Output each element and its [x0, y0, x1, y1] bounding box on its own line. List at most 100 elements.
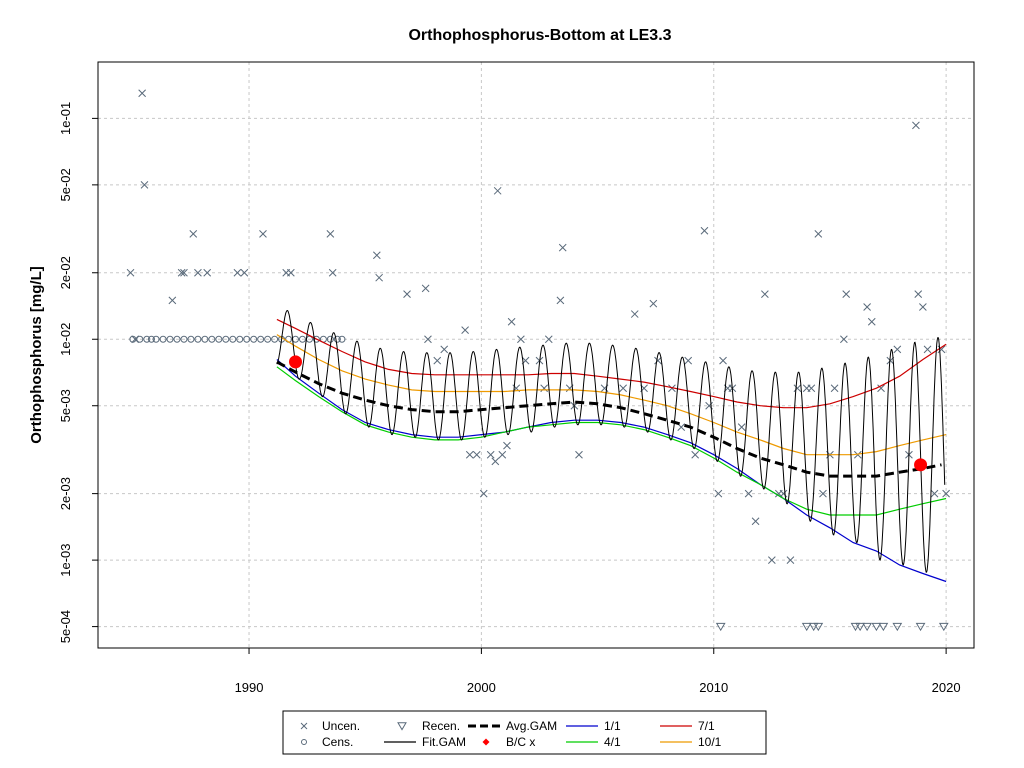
uncensored-point [744, 489, 753, 498]
uncensored-point [814, 230, 823, 238]
uncensored-point [819, 489, 827, 498]
uncensored-point [403, 290, 411, 299]
uncensored-point [440, 345, 449, 354]
y-tick-label: 1e-02 [58, 323, 73, 356]
uncensored-point [649, 299, 658, 308]
y-axis: 1e-01 5e-02 2e-02 1e-02 5e-03 2e-03 1e-03 5e-04 [58, 102, 98, 643]
legend: Uncen. Cens. Recen. Fit.GAM Avg.GAM B/C x 1/1 4… [282, 710, 767, 755]
censored-point [243, 335, 251, 343]
uncensored-point [287, 268, 295, 277]
bc-point [914, 458, 928, 472]
censored-point [208, 335, 216, 343]
legend-item-10-1: 10/1 [660, 735, 722, 749]
uncensored-point [793, 384, 802, 393]
recensored-point [808, 622, 819, 632]
uncensored-point [433, 356, 442, 365]
legend-item-b-c-x: B/C x [482, 735, 535, 749]
line-layer [276, 309, 947, 583]
recensored-point [813, 622, 824, 632]
censored-point [229, 335, 237, 343]
legend-symbol-bc [482, 738, 490, 746]
uncensored-point [853, 450, 862, 459]
uncensored-point [138, 89, 147, 98]
censored-point [326, 335, 334, 343]
uncensored-point [540, 384, 548, 393]
uncensored-point [326, 230, 335, 238]
series-line-1-1 [276, 359, 947, 583]
uncensored-point [461, 326, 469, 334]
uncensored-point [194, 268, 202, 277]
uncensored-point [923, 345, 932, 354]
legend-label: 1/1 [604, 719, 621, 733]
recensored-point [715, 622, 726, 632]
series-line-4-1 [276, 366, 947, 516]
censored-point [187, 335, 195, 343]
bc-point [289, 355, 303, 369]
legend-label: Recen. [422, 719, 460, 733]
uncensored-point [863, 303, 871, 311]
fit-gam-line [276, 309, 946, 573]
uncensored-point [700, 226, 709, 235]
uncensored-point [491, 457, 500, 466]
censored-point [166, 335, 174, 343]
legend-item-4-1: 4/1 [566, 735, 621, 749]
uncensored-point [893, 345, 902, 354]
uncensored-point [486, 450, 495, 459]
uncensored-point [177, 268, 186, 277]
recensored-point [871, 622, 882, 632]
recensored-point [855, 622, 866, 632]
uncensored-point [180, 268, 188, 277]
uncensored-point [942, 489, 950, 498]
censored-point [201, 335, 209, 343]
censored-point [250, 335, 258, 343]
legend-label: 7/1 [698, 719, 715, 733]
uncensored-point [914, 290, 923, 299]
uncensored-point [479, 489, 488, 498]
uncensored-point [619, 384, 627, 393]
x-tick-label: 2010 [699, 680, 728, 695]
uncensored-point [421, 284, 430, 293]
legend-label: Avg.GAM [506, 719, 557, 733]
grid [98, 62, 974, 648]
uncensored-point [867, 317, 876, 326]
y-tick-label: 2e-02 [58, 256, 73, 289]
uncensored-point [751, 517, 760, 526]
uncensored-point [259, 230, 267, 238]
recensored-point [862, 622, 872, 632]
uncensored-point [930, 489, 939, 498]
uncensored-point [737, 423, 746, 431]
uncensored-point [517, 335, 525, 344]
uncensored-point [807, 384, 816, 393]
legend-item-fit-gam: Fit.GAM [384, 735, 466, 749]
censored-point [298, 335, 306, 343]
plot-frame [97, 61, 975, 649]
uncensored-point [714, 489, 723, 498]
legend-label: Fit.GAM [422, 735, 466, 749]
uncensored-point [558, 243, 567, 252]
uncensored-point [189, 230, 198, 238]
y-tick-label: 5e-03 [58, 389, 73, 422]
uncensored-point [493, 186, 502, 195]
uncensored-point [575, 450, 583, 459]
uncensored-point [544, 335, 553, 344]
censored-point [136, 335, 144, 343]
recensored-point [801, 622, 812, 632]
uncensored-point [503, 441, 511, 450]
uncensored-point [786, 556, 795, 564]
uncensored-point [240, 268, 249, 277]
uncensored-point [168, 296, 177, 305]
censored-point [236, 335, 244, 343]
x-tick-label: 1990 [235, 680, 264, 695]
uncensored-point [691, 450, 700, 459]
uncensored-point [761, 290, 769, 299]
legend-item-uncen-: Uncen. [300, 719, 360, 733]
uncensored-point [126, 268, 135, 277]
censored-point [173, 335, 181, 343]
recensored-point [878, 622, 889, 632]
recensored-point [938, 622, 949, 632]
avg-gam-line [276, 360, 942, 478]
y-tick-label: 5e-04 [58, 610, 73, 643]
legend-symbol-cens [301, 739, 307, 745]
marker-layer [276, 355, 942, 478]
